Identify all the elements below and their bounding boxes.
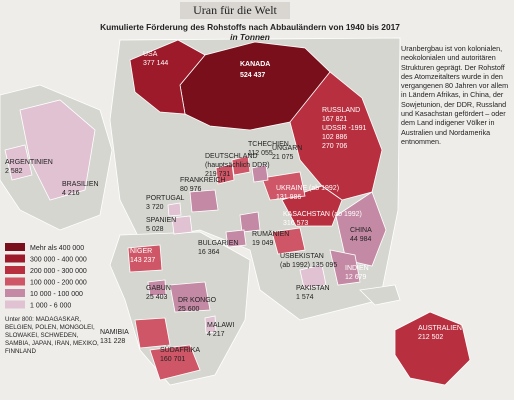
country-label: 2 582 [5, 168, 23, 175]
country-label: 5 028 [146, 226, 164, 233]
legend-label: 10 000 - 100 000 [30, 291, 83, 298]
country-label: 1 574 [296, 294, 314, 301]
legend-label: 300 000 - 400 000 [30, 257, 87, 264]
country-label: ARGENTINIEN [5, 159, 53, 166]
country-label: 4 216 [62, 190, 80, 197]
country-label: GABUN [146, 285, 171, 292]
country-label: 25 600 [178, 306, 200, 313]
subtitle-text: Kumulierte Förderung des Rohstoffs nach … [100, 22, 400, 32]
country-label: NIGER [130, 248, 152, 255]
country-label: 21 075 [272, 154, 294, 161]
country-label: 377 144 [143, 60, 168, 67]
country-label: 19 049 [252, 240, 274, 247]
legend-label: 200 000 - 300 000 [30, 268, 87, 275]
legend-label: 1 000 - 6 000 [30, 303, 71, 310]
legend-label: Mehr als 400 000 [30, 245, 84, 252]
country-label: MALAWI [207, 322, 234, 329]
country-label: SÜDAFRIKA [160, 346, 200, 354]
country-label: 212 502 [418, 334, 443, 341]
country-label: 80 976 [180, 186, 202, 193]
country-labels: USA 377 144 KANADA 524 437 ARGENTINIEN 2 582 B… [5, 51, 462, 363]
legend-swatch [5, 254, 25, 263]
legend-swatch [5, 266, 25, 274]
country-label: FRANKREICH [180, 177, 226, 184]
title: Uran für die Welt [180, 2, 290, 19]
country-label: 3 720 [146, 204, 164, 211]
legend-swatch [5, 243, 25, 251]
country-label: 270 706 [322, 143, 347, 150]
legend: Mehr als 400 000 300 000 - 400 000 200 000… [5, 243, 87, 310]
country-label: PAKISTAN [296, 285, 330, 292]
country-label: KANADA [240, 61, 270, 68]
legend-swatch [5, 277, 25, 286]
country-label: UDSSR -1991 [322, 125, 366, 132]
country-label: 131 986 [276, 194, 301, 201]
legend-swatch [5, 289, 25, 297]
country-label: 131 228 [100, 338, 125, 345]
country-label: RUMÄNIEN [252, 230, 289, 238]
country-label: USA [143, 51, 158, 58]
country-label: (ab 1992) 135 095 [280, 262, 337, 269]
country-label: 16 364 [198, 249, 220, 256]
country-label: PORTUGAL [146, 195, 184, 202]
country-label: BULGARIEN [198, 240, 238, 247]
country-label: INDIEN [345, 265, 369, 272]
country-label: SPANIEN [146, 217, 176, 224]
country-label: 102 886 [322, 134, 347, 141]
legend-swatch [5, 300, 25, 309]
country-label: DEUTSCHLAND [205, 153, 258, 160]
legend-note: Unter 800: MADAGASKAR, BELGIEN, POLEN, M… [5, 316, 99, 355]
country-label: UNGARN [272, 145, 302, 152]
country-label: DR KONGO [178, 297, 217, 304]
country-label: 316 573 [283, 220, 308, 227]
country-label: 12 679 [345, 274, 367, 281]
legend-label: 100 000 - 200 000 [30, 280, 87, 287]
country-label: 112 055 [248, 150, 273, 157]
country-label: (hauptsächlich DDR) [205, 162, 270, 169]
country-label: 167 821 [322, 116, 347, 123]
country-label: USBEKISTAN [280, 253, 324, 260]
countries [4, 39, 471, 386]
country-label: 44 984 [350, 236, 372, 243]
country-label: TCHECHIEN [248, 141, 289, 148]
country-label: 143 237 [130, 257, 155, 264]
subtitle: Kumulierte Förderung des Rohstoffs nach … [100, 22, 400, 42]
subtitle-unit: in Tonnen [230, 32, 270, 42]
country-label: 4 217 [207, 331, 225, 338]
sidebar-text: Uranbergbau ist von kolonialen, neokolon… [401, 44, 509, 146]
country-label: UKRAINE (ab 1992) [276, 185, 339, 192]
country-label: BRASILIEN [62, 181, 99, 188]
country-label: NAMIBIA [100, 329, 129, 336]
country-label: RUSSLAND [322, 107, 360, 114]
country-label: CHINA [350, 227, 372, 234]
country-label: AUSTRALIEN [418, 325, 462, 332]
country-label: 524 437 [240, 72, 265, 79]
country-label: 219 731 [205, 171, 230, 178]
country-label: KASACHSTAN (ab 1992) [283, 211, 362, 218]
country-label: 25 403 [146, 294, 168, 301]
country-label: 160 701 [160, 356, 185, 363]
